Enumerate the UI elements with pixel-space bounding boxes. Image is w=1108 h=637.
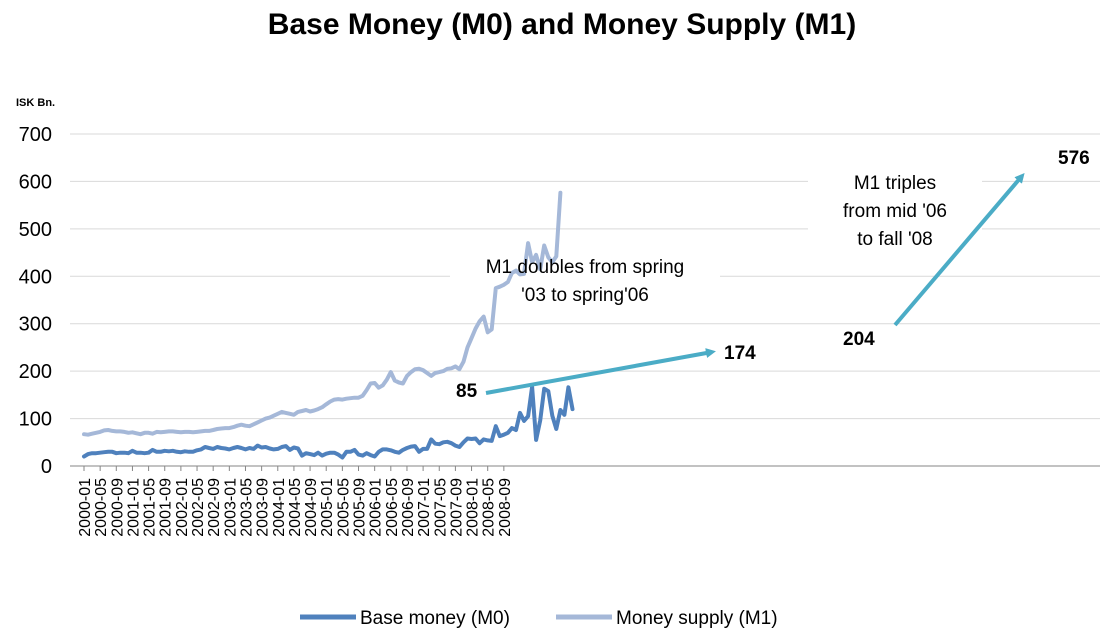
y-tick-label: 200 — [19, 361, 52, 383]
x-tick-label: 2007-09 — [448, 478, 465, 537]
x-tick-label: 2004-01 — [271, 478, 288, 537]
x-tick-label: 2005-09 — [352, 478, 369, 537]
value-label-204: 204 — [843, 329, 875, 350]
value-label-85: 85 — [456, 381, 478, 402]
annotation-1-line-2: '03 to spring'06 — [521, 285, 649, 306]
series-lines — [82, 190, 575, 460]
x-axis-ticks: 2000-01 2000-05 2000-09 2001-01 2001-05 2001-… — [77, 466, 514, 537]
x-tick-label: 2003-09 — [255, 478, 272, 537]
y-tick-label: 500 — [19, 219, 52, 241]
x-tick-label: 2006-01 — [368, 478, 385, 537]
x-tick-label: 2005-05 — [335, 478, 352, 537]
y-tick-label: 400 — [19, 266, 52, 288]
x-tick-label: 2003-01 — [222, 478, 239, 537]
y-tick-label: 600 — [19, 171, 52, 193]
annotation-2-line-3: to fall '08 — [857, 229, 932, 250]
x-tick-label: 2008-01 — [465, 478, 482, 537]
x-tick-label: 2001-05 — [142, 478, 159, 537]
x-tick-label: 2006-09 — [400, 478, 417, 537]
y-tick-label: 300 — [19, 314, 52, 336]
x-tick-label: 2004-05 — [287, 478, 304, 537]
x-tick-label: 2008-05 — [481, 478, 498, 537]
x-tick-label: 2001-09 — [158, 478, 175, 537]
arrow-m1-triples — [893, 172, 1025, 327]
legend-label-m1: Money supply (M1) — [616, 608, 778, 629]
chart-title: Base Money (M0) and Money Supply (M1) — [268, 8, 856, 41]
y-tick-label: 100 — [19, 409, 52, 431]
value-label-174: 174 — [724, 343, 756, 364]
x-tick-label: 2005-01 — [319, 478, 336, 537]
x-tick-label: 2007-05 — [432, 478, 449, 537]
x-tick-label: 2000-09 — [109, 478, 126, 537]
y-axis-ticks: 0 100 200 300 400 500 600 700 — [19, 124, 52, 478]
legend: Base money (M0) Money supply (M1) — [300, 608, 778, 629]
annotation-1-line-1: M1 doubles from spring — [486, 257, 685, 278]
x-tick-label: 2000-05 — [93, 478, 110, 537]
y-axis-unit-label: ISK Bn. — [16, 97, 55, 109]
y-tick-label: 700 — [19, 124, 52, 146]
x-tick-label: 2004-09 — [303, 478, 320, 537]
series-line-base-money-m0 — [82, 384, 575, 460]
annotation-2-background — [808, 168, 982, 252]
x-tick-label: 2008-09 — [497, 478, 514, 537]
value-label-576: 576 — [1058, 148, 1090, 169]
x-tick-label: 2003-05 — [238, 478, 255, 537]
x-tick-label: 2002-05 — [190, 478, 207, 537]
x-tick-label: 2000-01 — [77, 478, 94, 537]
y-tick-label: 0 — [41, 456, 52, 478]
series-line-money-supply-m1 — [82, 190, 563, 437]
annotation-2-line-2: from mid '06 — [843, 201, 947, 222]
legend-label-m0: Base money (M0) — [360, 608, 510, 629]
gridlines — [70, 133, 1100, 420]
x-tick-label: 2002-01 — [174, 478, 191, 537]
x-tick-label: 2001-01 — [125, 478, 142, 537]
x-tick-label: 2002-09 — [206, 478, 223, 537]
arrow-m1-doubles — [485, 348, 716, 395]
annotation-2-line-1: M1 triples — [854, 173, 936, 194]
x-tick-label: 2007-01 — [416, 478, 433, 537]
x-tick-label: 2006-05 — [384, 478, 401, 537]
